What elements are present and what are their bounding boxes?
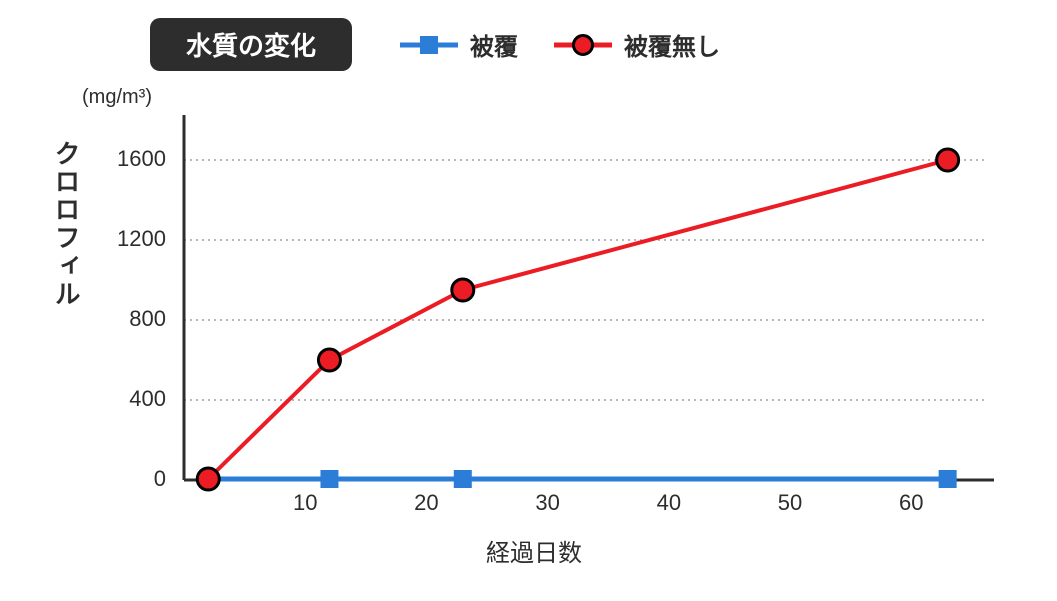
x-tick-label: 60 — [896, 490, 926, 516]
plot-region — [174, 110, 1014, 510]
y-tick-label: 1600 — [117, 146, 166, 172]
y-axis-label: クロロフィル — [48, 140, 85, 308]
legend-marker-circle — [554, 33, 612, 57]
legend-item-uncovered: 被覆無し — [554, 27, 720, 62]
x-tick-label: 10 — [290, 490, 320, 516]
chart-area: (mg/m³) クロロフィル 経過日数 0 400 800 1200 1600 10 20 3… — [34, 80, 1034, 580]
y-axis-unit: (mg/m³) — [82, 86, 152, 109]
y-tick-label: 800 — [129, 306, 166, 332]
x-tick-label: 40 — [654, 490, 684, 516]
x-tick-label: 50 — [775, 490, 805, 516]
x-tick-label: 20 — [411, 490, 441, 516]
x-axis-label: 経過日数 — [486, 533, 582, 568]
legend-label: 被覆無し — [624, 27, 720, 62]
chart-svg — [174, 110, 1014, 510]
y-tick-label: 0 — [154, 466, 166, 492]
header: 水質の変化 被覆 被覆無し — [0, 0, 1057, 71]
y-tick-label: 400 — [129, 386, 166, 412]
legend-marker-square — [400, 33, 458, 57]
legend-label: 被覆 — [470, 27, 518, 62]
legend-item-covered: 被覆 — [400, 27, 518, 62]
x-tick-label: 30 — [533, 490, 563, 516]
chart-title: 水質の変化 — [150, 18, 352, 71]
legend: 被覆 被覆無し — [400, 27, 720, 62]
y-tick-label: 1200 — [117, 226, 166, 252]
